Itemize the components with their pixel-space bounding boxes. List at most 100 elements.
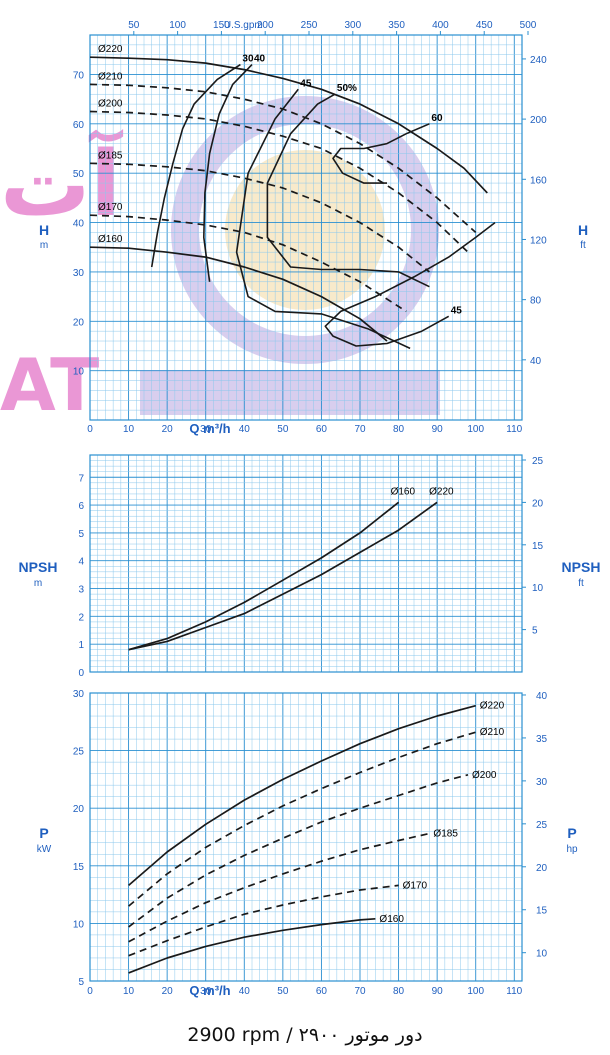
y-left-tick-label: 40	[73, 219, 85, 230]
efficiency-label-45-2: 45	[300, 78, 312, 89]
y-right-axis-unit: hp	[566, 844, 578, 855]
y-left-tick-label: 4	[78, 557, 84, 568]
top-tick-label: 100	[169, 20, 186, 31]
efficiency-curve-40-1	[203, 64, 253, 282]
top-tick-label: 300	[344, 20, 361, 31]
npsh-chart: 0 1 2 3 4 5 6 7 5 10 15 20 25 NPSH m NPSH ft Ø160 Ø220	[19, 454, 600, 679]
y-left-tick-label: 0	[78, 668, 84, 679]
y-left-tick-label: 10	[73, 367, 85, 378]
head-label-d210: Ø210	[98, 71, 123, 82]
y-left-tick-label: 6	[78, 501, 84, 512]
npsh-curve-d220	[128, 501, 438, 651]
y-right-tick-label: 20	[536, 863, 548, 874]
y-right-tick-label: 30	[536, 777, 548, 788]
x-tick-label: 50	[277, 986, 289, 997]
y-right-tick-label: 15	[532, 541, 544, 552]
power-series: Ø220 Ø210 Ø200 Ø185 Ø170 Ø160	[128, 701, 505, 974]
head-label-d160: Ø160	[98, 234, 123, 245]
y-left-tick-label: 5	[78, 977, 84, 988]
efficiency-curve-30-0	[150, 63, 241, 268]
head-label-d200: Ø200	[98, 99, 123, 110]
y-right-tick-label: 25	[536, 820, 548, 831]
y-right-axis-label: H	[578, 222, 588, 238]
power-label-d160: Ø160	[379, 914, 404, 925]
top-tick-label: 400	[432, 20, 449, 31]
y-right-tick-label: 160	[530, 175, 547, 186]
y-left-tick-label: 5	[78, 529, 84, 540]
y-left-tick-label: 20	[73, 317, 85, 328]
y-left-tick-label: 1	[78, 640, 84, 651]
head-label-d185: Ø185	[98, 150, 123, 161]
top-tick-label: 450	[476, 20, 493, 31]
y-right-tick-label: 10	[536, 949, 548, 960]
head-label-d170: Ø170	[98, 202, 123, 213]
x-axis-label: Q m³/h	[189, 983, 230, 998]
x-tick-label: 100	[467, 986, 484, 997]
x-tick-label: 30	[200, 424, 212, 435]
y-right-tick-label: 40	[530, 356, 542, 367]
y-left-axis-label: P	[39, 825, 48, 841]
y-left-axis-unit: m	[40, 240, 48, 251]
head-curve-d160	[89, 246, 388, 342]
y-left-tick-label: 7	[78, 473, 84, 484]
x-tick-label: 70	[354, 424, 366, 435]
y-left-axis-unit: m	[34, 578, 42, 589]
top-tick-label: 150	[213, 20, 230, 31]
x-tick-label: 90	[432, 986, 444, 997]
head-frame	[89, 34, 523, 421]
power-label-d170: Ø170	[403, 880, 428, 891]
efficiency-label-30-0: 30	[242, 54, 254, 65]
x-tick-label: 10	[123, 986, 135, 997]
x-tick-label: 50	[277, 424, 289, 435]
y-left-tick-label: 60	[73, 120, 85, 131]
npsh-grid	[89, 454, 523, 673]
top-tick-label: 500	[520, 20, 537, 31]
npsh-curve-d160	[128, 501, 400, 651]
y-right-tick-label: 15	[536, 906, 548, 917]
y-right-tick-label: 5	[532, 626, 538, 637]
top-axis-label: U.S.gpm	[224, 20, 263, 31]
npsh-label-d220: Ø220	[429, 486, 454, 497]
x-tick-label: 60	[316, 986, 328, 997]
top-tick-label: 250	[301, 20, 318, 31]
x-tick-label: 80	[393, 986, 405, 997]
y-right-tick-label: 35	[536, 734, 548, 745]
y-right-tick-label: 240	[530, 55, 547, 66]
watermark-bottom-text: AT	[0, 343, 99, 427]
x-tick-label: 0	[87, 424, 93, 435]
efficiency-label-60-4: 60	[431, 113, 443, 124]
watermark-gear-ring	[171, 96, 439, 364]
power-label-d220: Ø220	[480, 701, 505, 712]
y-right-axis-label: P	[567, 825, 576, 841]
y-left-axis-label: NPSH	[19, 559, 58, 575]
power-frame	[89, 692, 523, 982]
y-left-tick-label: 20	[73, 804, 85, 815]
efficiency-curve-50-3	[266, 93, 430, 288]
watermark-layer: آت AT	[0, 96, 440, 427]
efficiency-curve-45-5	[324, 221, 496, 347]
efficiency-label-40-1: 40	[254, 54, 266, 65]
x-tick-label: 80	[393, 424, 405, 435]
efficiency-curve-60-4	[332, 123, 430, 184]
y-left-axis-unit: kW	[37, 844, 52, 855]
power-label-d185: Ø185	[433, 829, 458, 840]
x-tick-label: 20	[162, 986, 174, 997]
y-left-tick-label: 10	[73, 919, 85, 930]
power-curve-d160	[128, 917, 376, 974]
head-curve-d185	[89, 162, 430, 273]
x-axis-label: Q m³/h	[189, 421, 230, 436]
y-right-tick-label: 80	[530, 296, 542, 307]
x-tick-label: 110	[506, 424, 522, 435]
y-left-tick-label: 30	[73, 689, 85, 700]
watermark-gear-center	[225, 150, 385, 310]
y-right-tick-label: 25	[532, 456, 544, 467]
y-left-axis-label: H	[39, 222, 49, 238]
y-right-tick-label: 200	[530, 115, 547, 126]
x-tick-label: 30	[200, 986, 212, 997]
top-tick-label: 50	[128, 20, 140, 31]
y-left-tick-label: 3	[78, 585, 84, 596]
power-curve-d220	[128, 704, 476, 887]
efficiency-curves: 30 40 45 50% 60 45	[150, 54, 496, 350]
